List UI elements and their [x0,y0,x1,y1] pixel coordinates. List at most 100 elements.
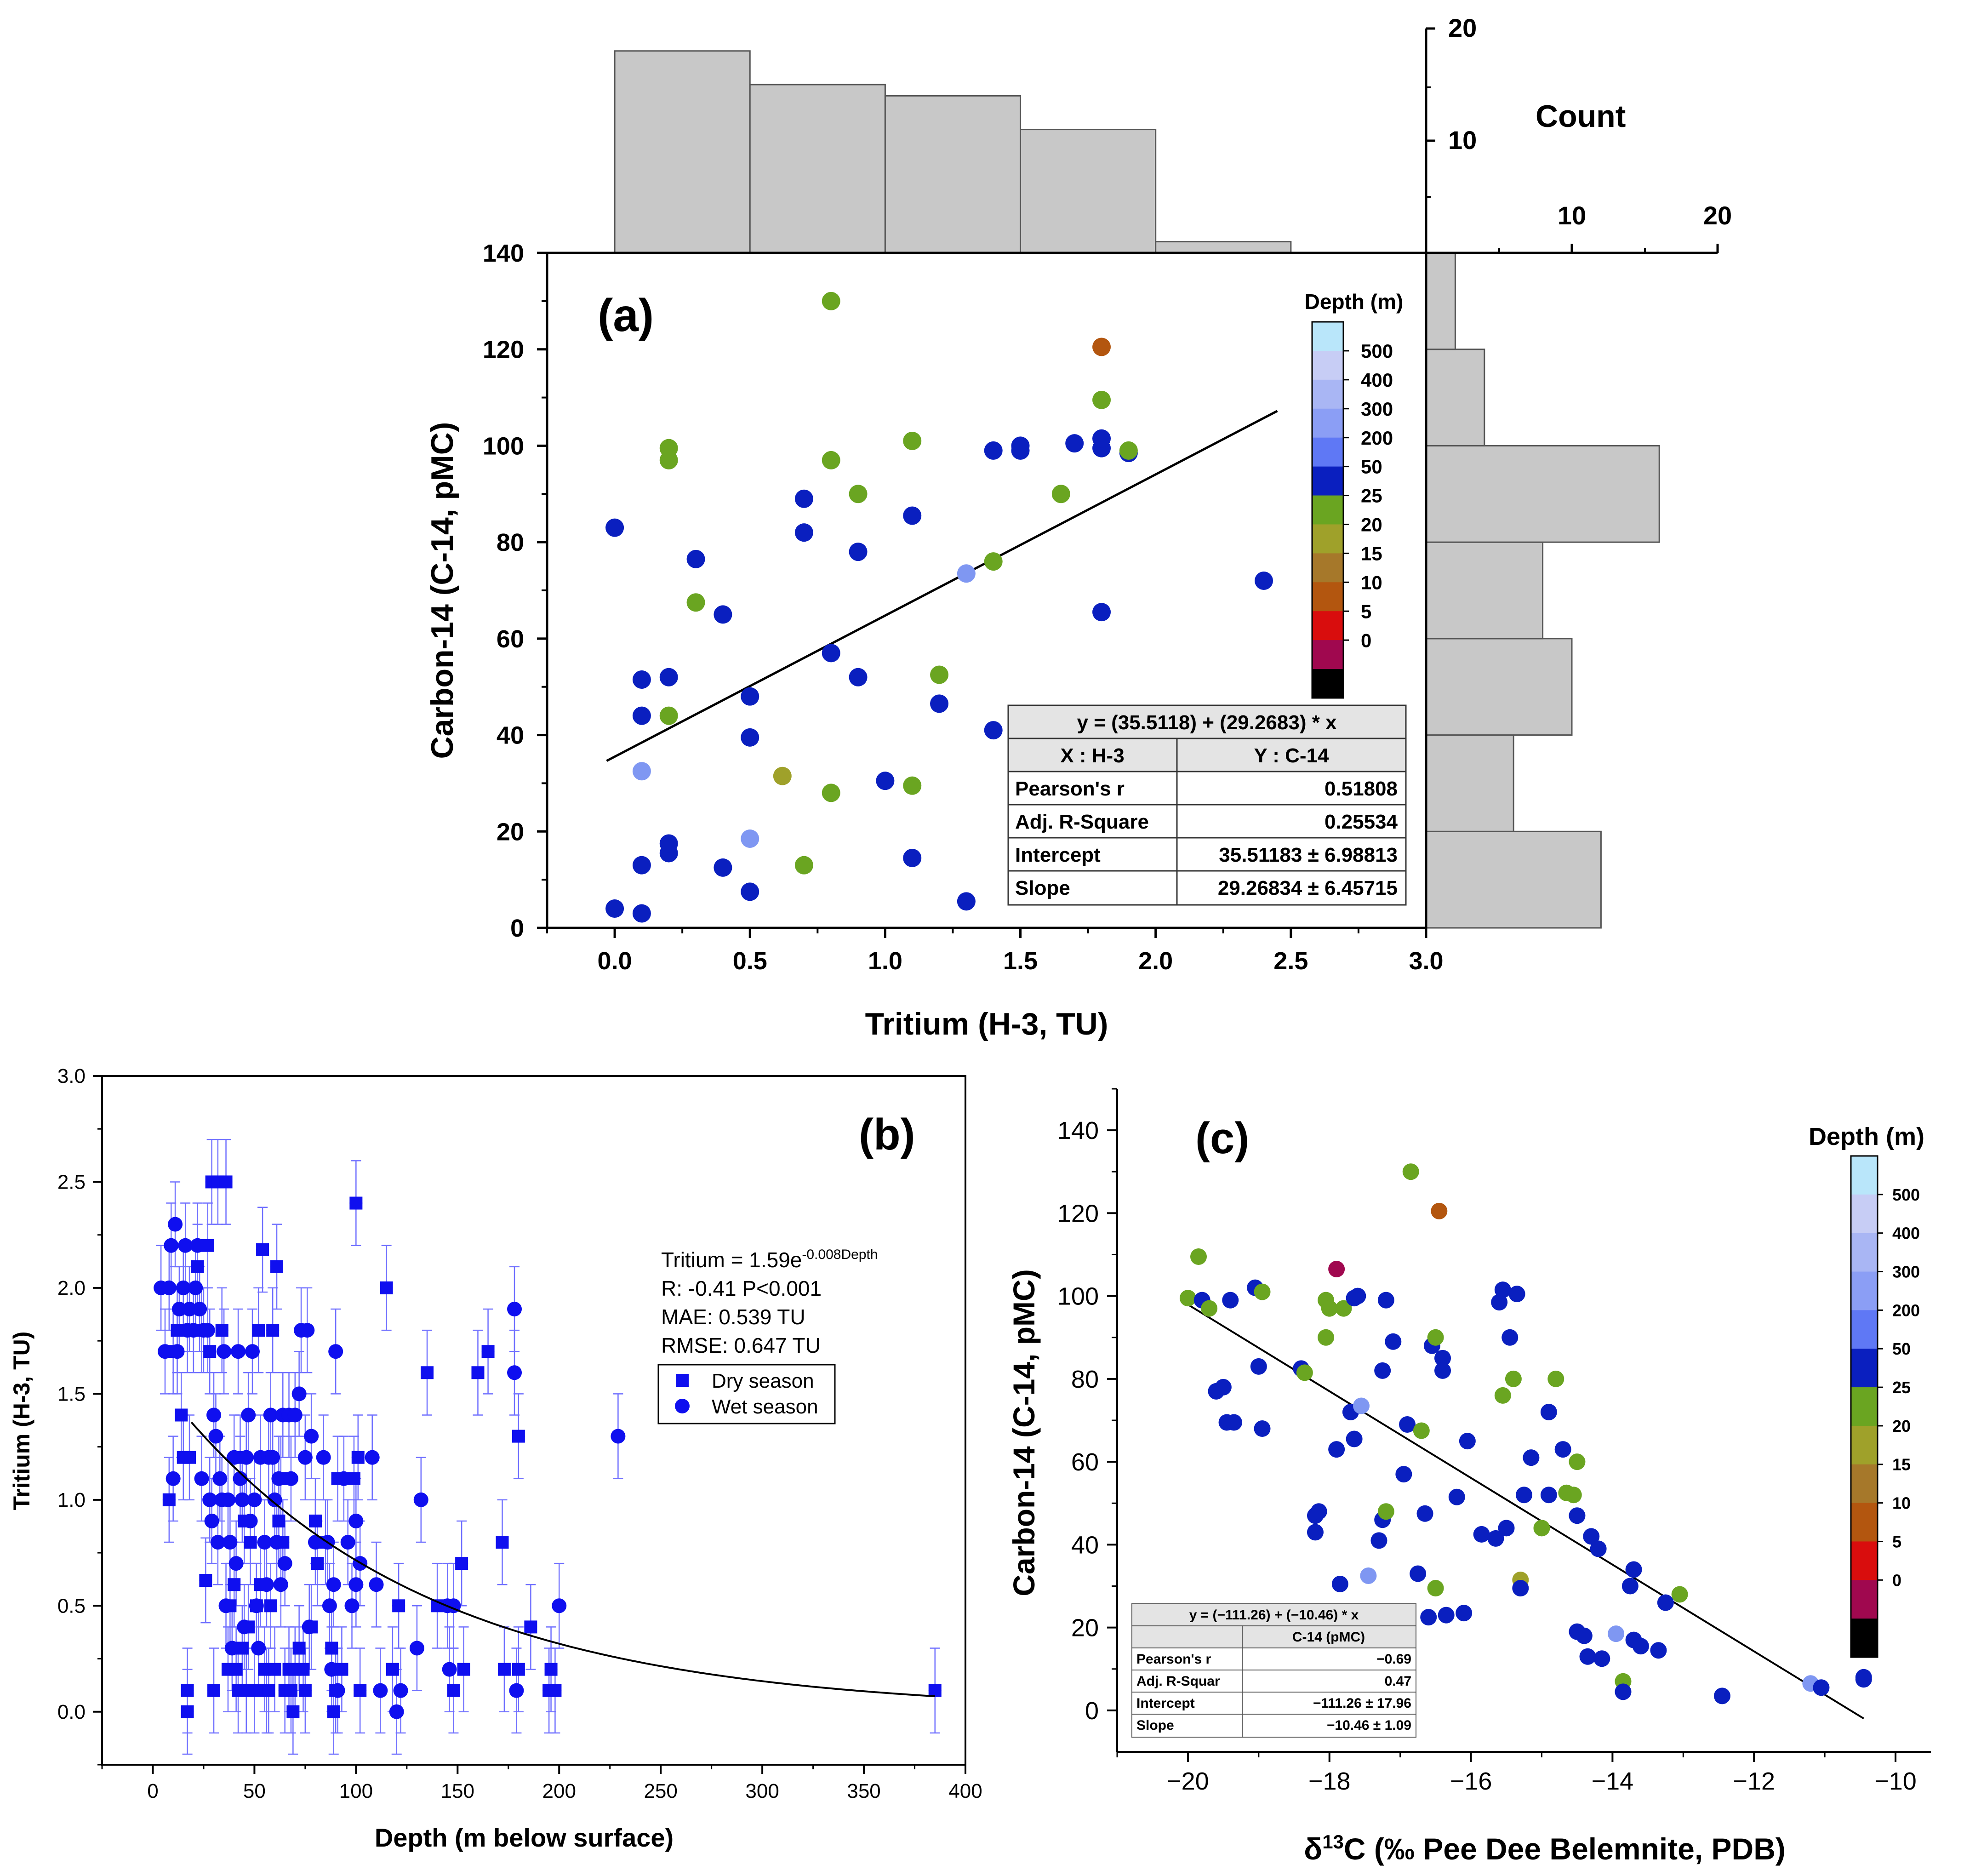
data-point [1328,1441,1345,1458]
colorbar-segment [1312,322,1343,351]
data-point [1331,1575,1348,1592]
wet-season-point [287,1407,303,1423]
wet-season-point [271,1471,286,1486]
data-point [1855,1671,1872,1688]
dry-season-point [496,1536,509,1549]
x-tick-label-c: −18 [1308,1767,1351,1795]
data-point [794,489,813,508]
wet-season-point [257,1535,272,1550]
colorbar-segment [1851,1425,1878,1465]
dry-season-point [392,1599,405,1613]
data-point [1494,1281,1511,1298]
right-hist-bar [1425,734,1514,832]
colorbar-segment [1851,1619,1878,1658]
wet-season-point [200,1323,215,1338]
wet-season-point [291,1386,307,1401]
x-tick-label-a: 1.0 [868,947,902,975]
data-point [1328,1261,1345,1278]
wet-season-point [231,1344,246,1359]
wet-season-point [283,1471,298,1486]
wet-season-point [161,1280,177,1295]
stats-label: Intercept [1015,844,1101,866]
data-point [1621,1578,1639,1595]
scatter-points-a [605,292,1273,923]
fit-line-a [606,410,1278,762]
colorbar-segment [1312,379,1343,409]
data-point [849,668,868,686]
colorbar-label: 25 [1892,1378,1911,1397]
x-tick-label-b: 200 [542,1780,576,1802]
dry-season-point [181,1684,194,1697]
wet-season-point [212,1471,228,1486]
data-point [849,543,868,561]
x-axis-a: 0.0 0.5 1.0 1.5 2.0 2.5 3.0 [546,928,1444,975]
x-tick-label-c: −12 [1733,1767,1775,1795]
y-axis-c: 0 20 40 60 80 100 120 140 [1057,1088,1117,1725]
wet-season-point [245,1344,260,1359]
data-point [1533,1520,1550,1537]
y-tick-label-a: 40 [497,722,524,749]
data-point [1399,1416,1416,1433]
data-point [1225,1414,1242,1431]
data-point [1508,1286,1525,1303]
data-point [903,776,922,795]
y-axis-title-a: Carbon-14 (C-14, pMC) [425,422,460,759]
data-point [1353,1397,1370,1414]
wet-season-point [336,1471,351,1486]
data-point [1632,1638,1649,1655]
dry-season-point [481,1345,495,1358]
dry-season-point [268,1663,281,1676]
data-point [1505,1370,1522,1387]
dry-season-point [228,1578,241,1591]
colorbar-label: 25 [1361,485,1382,507]
wet-season-point [170,1344,185,1359]
wet-season-point [263,1407,278,1423]
data-point [1576,1627,1593,1644]
data-point [1254,1420,1271,1437]
wet-season-point [186,1323,201,1338]
dry-season-point [524,1620,537,1634]
data-point [1498,1520,1515,1537]
wet-season-point [316,1450,331,1465]
data-point [1092,390,1111,409]
x-tick-label-b: 50 [243,1780,266,1802]
dry-season-point [175,1408,188,1422]
wet-season-point [348,1513,364,1528]
data-point [659,668,678,686]
data-point [1051,485,1070,503]
wet-season-point [340,1535,355,1550]
dry-season-point [497,1663,511,1676]
wet-season-point [228,1556,244,1571]
wet-season-point [188,1280,203,1295]
colorbar-segment [1851,1580,1878,1619]
dry-season-point [297,1663,310,1676]
colorbar-label: 10 [1892,1494,1911,1513]
dry-season-point [325,1642,338,1655]
data-point [1420,1609,1437,1626]
data-point [1813,1679,1830,1696]
data-point [1307,1524,1324,1541]
data-point [1321,1300,1338,1317]
x-tick-label-b: 350 [847,1780,880,1802]
data-point [1583,1528,1600,1545]
data-point [1434,1350,1451,1367]
y-tick-label-c: 0 [1085,1697,1099,1725]
dry-season-point [229,1663,243,1676]
data-point [632,856,651,875]
wet-season-point [344,1598,360,1613]
panel-a: 0.0 0.5 1.0 1.5 2.0 2.5 3.0 020406080100120140… [425,13,1732,1041]
data-point [957,892,976,911]
wet-season-point [194,1471,209,1486]
colorbar-title-a: Depth (m) [1305,290,1404,314]
dry-season-point [244,1536,257,1549]
data-point [1416,1505,1433,1522]
stats-label: Pearson's r [1015,778,1125,800]
dry-season-point [455,1557,468,1570]
dry-season-point [386,1663,399,1676]
data-point [1625,1561,1642,1578]
dry-season-point [270,1260,284,1273]
wet-season-point [251,1641,266,1656]
data-point [632,706,651,725]
data-point [1413,1422,1430,1439]
